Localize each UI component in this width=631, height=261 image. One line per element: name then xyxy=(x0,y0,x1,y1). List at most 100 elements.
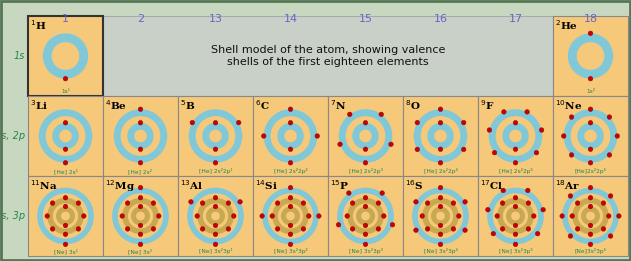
Circle shape xyxy=(588,242,593,247)
Text: [He]2s²2p⁶: [He]2s²2p⁶ xyxy=(574,168,606,174)
Bar xyxy=(28,96,103,176)
Circle shape xyxy=(363,161,368,165)
Circle shape xyxy=(195,214,199,218)
Text: 1s¹: 1s¹ xyxy=(61,89,70,94)
Circle shape xyxy=(379,112,384,117)
Text: [He] 2s²2p³: [He] 2s²2p³ xyxy=(348,168,382,174)
Circle shape xyxy=(213,232,218,236)
Circle shape xyxy=(608,194,613,198)
Bar xyxy=(553,16,628,96)
Circle shape xyxy=(376,227,380,231)
Circle shape xyxy=(601,227,606,231)
Circle shape xyxy=(363,121,368,125)
Text: $^{12}$Mg: $^{12}$Mg xyxy=(105,178,135,194)
Circle shape xyxy=(317,214,321,218)
Bar xyxy=(103,16,553,96)
Text: [He] 2s²: [He] 2s² xyxy=(129,168,153,174)
Circle shape xyxy=(540,128,544,132)
Circle shape xyxy=(126,201,130,205)
Text: 17: 17 xyxy=(509,14,522,24)
Bar xyxy=(28,16,103,96)
Text: $^{17}$Cl: $^{17}$Cl xyxy=(480,178,504,192)
Circle shape xyxy=(275,227,280,231)
Circle shape xyxy=(350,227,355,231)
Text: $^{2}$He: $^{2}$He xyxy=(555,18,578,32)
Circle shape xyxy=(456,214,461,218)
Circle shape xyxy=(588,185,593,190)
Circle shape xyxy=(288,107,293,111)
Circle shape xyxy=(535,231,540,236)
Circle shape xyxy=(495,214,500,218)
Circle shape xyxy=(338,142,343,147)
Circle shape xyxy=(363,147,368,152)
Circle shape xyxy=(238,199,242,204)
Circle shape xyxy=(301,201,305,205)
Circle shape xyxy=(50,227,55,231)
Text: 2s, 2p: 2s, 2p xyxy=(0,131,25,141)
Circle shape xyxy=(438,161,443,165)
Circle shape xyxy=(463,199,468,204)
Bar xyxy=(253,96,328,176)
Circle shape xyxy=(138,204,143,209)
Circle shape xyxy=(261,134,266,138)
Circle shape xyxy=(315,134,319,138)
Circle shape xyxy=(151,201,156,205)
Circle shape xyxy=(120,214,124,218)
Circle shape xyxy=(588,147,593,152)
Bar xyxy=(553,176,628,256)
Circle shape xyxy=(438,107,443,111)
Bar xyxy=(553,96,628,176)
Bar xyxy=(103,176,178,256)
Circle shape xyxy=(526,188,530,193)
Circle shape xyxy=(213,147,218,152)
Circle shape xyxy=(588,76,593,81)
Circle shape xyxy=(451,227,456,231)
Text: 3s, 3p: 3s, 3p xyxy=(0,211,25,221)
Circle shape xyxy=(76,227,81,231)
Circle shape xyxy=(63,242,68,247)
Circle shape xyxy=(288,223,293,228)
Circle shape xyxy=(588,232,593,236)
Text: [Ne]3s²3p⁶: [Ne]3s²3p⁶ xyxy=(574,248,606,254)
Circle shape xyxy=(63,76,68,81)
Text: $^{1}$H: $^{1}$H xyxy=(30,18,46,32)
Circle shape xyxy=(213,161,218,165)
Circle shape xyxy=(500,227,505,231)
Text: $^{9}$F: $^{9}$F xyxy=(480,98,494,112)
Circle shape xyxy=(63,161,68,165)
Circle shape xyxy=(382,214,386,218)
Circle shape xyxy=(138,242,143,247)
Circle shape xyxy=(389,142,393,147)
Circle shape xyxy=(420,214,425,218)
Circle shape xyxy=(138,185,143,190)
Text: [Ne] 3s²3p⁵: [Ne] 3s²3p⁵ xyxy=(498,248,533,254)
Text: [Ne] 3s²3p³: [Ne] 3s²3p³ xyxy=(348,248,382,254)
Circle shape xyxy=(237,120,241,125)
Circle shape xyxy=(363,232,368,236)
Circle shape xyxy=(156,214,161,218)
Circle shape xyxy=(288,161,293,165)
Circle shape xyxy=(200,201,205,205)
Circle shape xyxy=(513,121,518,125)
Text: $^{7}$N: $^{7}$N xyxy=(330,98,346,112)
Circle shape xyxy=(260,214,264,218)
Circle shape xyxy=(200,227,205,231)
Circle shape xyxy=(502,110,506,114)
Circle shape xyxy=(588,121,593,125)
Circle shape xyxy=(607,115,611,119)
Circle shape xyxy=(270,214,274,218)
Bar xyxy=(328,96,403,176)
Circle shape xyxy=(606,214,611,218)
Circle shape xyxy=(213,121,218,125)
Circle shape xyxy=(63,204,68,209)
Circle shape xyxy=(63,232,68,236)
Circle shape xyxy=(569,115,574,119)
Circle shape xyxy=(226,201,231,205)
Circle shape xyxy=(616,214,621,218)
Circle shape xyxy=(541,207,545,212)
Circle shape xyxy=(588,31,593,35)
Circle shape xyxy=(189,199,193,204)
Circle shape xyxy=(526,227,531,231)
Circle shape xyxy=(568,194,573,198)
Text: [He] 2s²2p⁵: [He] 2s²2p⁵ xyxy=(498,168,533,174)
